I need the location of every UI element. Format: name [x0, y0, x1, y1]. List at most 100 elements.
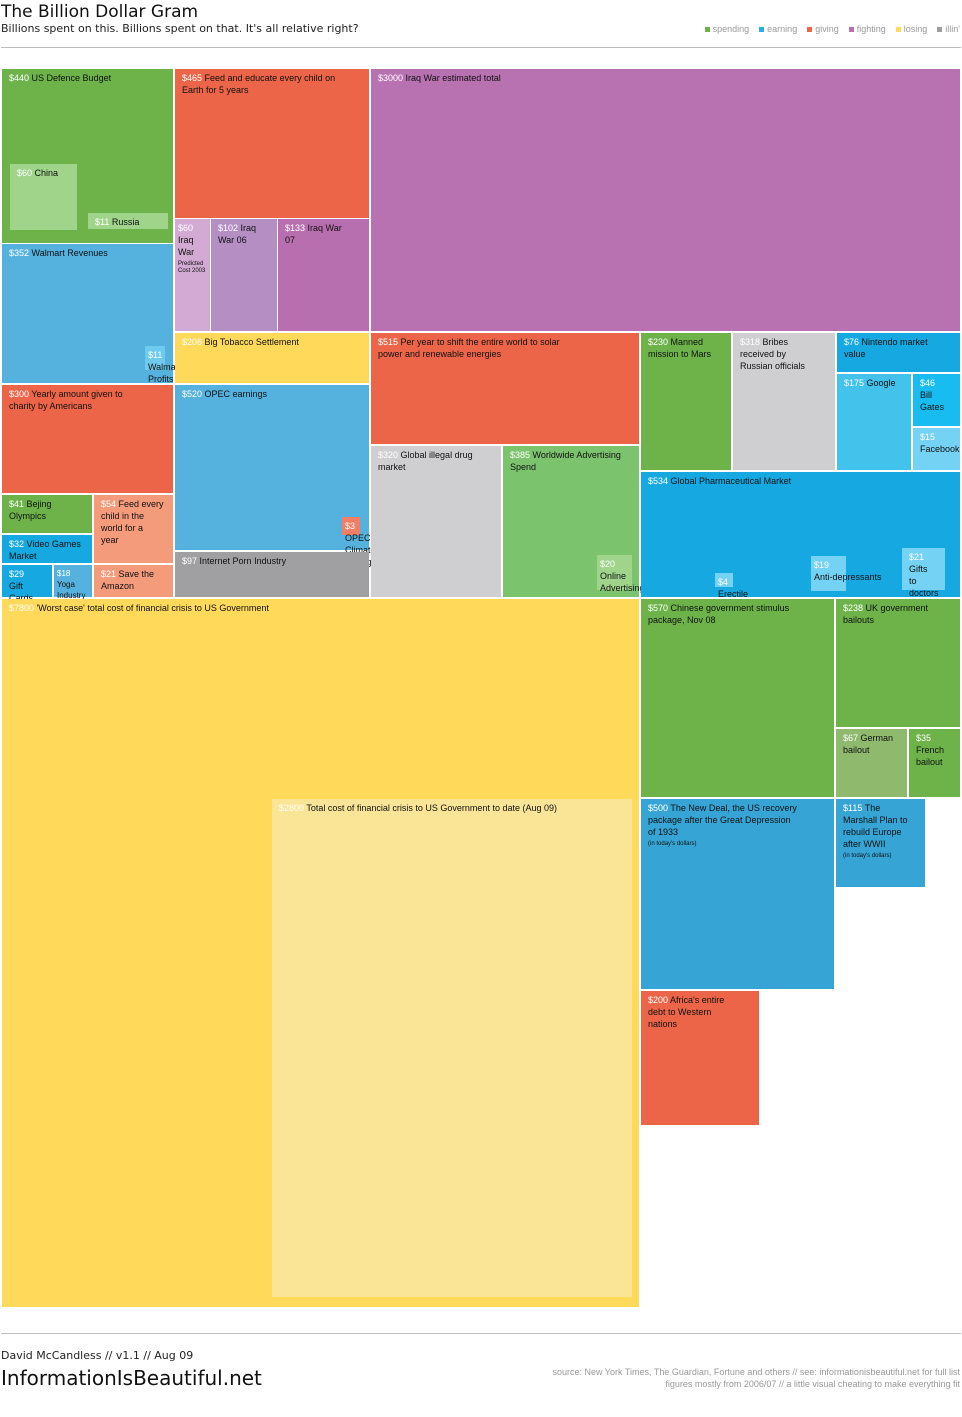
treemap-cell-bribes-received-by-russian-officials [733, 333, 835, 470]
treemap-value-facebook: $15 [920, 432, 935, 442]
treemap-cell-iraq-war-06 [211, 219, 277, 331]
page-subtitle: Billions spent on this. Billions spent o… [1, 22, 359, 35]
treemap-value-opec-climate-change-fund: $3 [345, 521, 355, 531]
treemap-value-bejing-olympics: $41 [9, 499, 24, 509]
treemap-value-per-year-to-shift-the-entire-world-to-solar-power-and-renewable-energies: $515 [378, 337, 398, 347]
site-name: InformationIsBeautiful.net [1, 1366, 262, 1390]
treemap-value-china: $60 [17, 168, 32, 178]
treemap-cell-online-advertising [597, 555, 632, 590]
treemap-value-internet-porn-industry: $97 [182, 556, 197, 566]
treemap-cell-german-bailout [836, 729, 907, 797]
treemap-label-china: $60 China [17, 168, 58, 178]
treemap-value-uk-government-bailouts: $238 [843, 603, 863, 613]
treemap-label-africa-s-entire-debt-to-western-nations: $200 Africa's entire debt to Western natio… [648, 995, 724, 1029]
treemap-cell-french-bailout [909, 729, 960, 797]
treemap-label-the-marshall-plan-to-rebuild-europe-after-wwii: $115 The Marshall Plan to rebuild Europe af… [843, 803, 908, 849]
treemap-cell-the-new-deal-the-us-recovery-package-after-the-great-depression-of-1933 [641, 799, 834, 989]
treemap-value-global-illegal-drug-market: $320 [378, 450, 398, 460]
treemap-label-per-year-to-shift-the-entire-world-to-solar-power-and-renewable-energies: $515 Per year to shift the entire world … [378, 337, 560, 359]
treemap-value-yoga-industry: $18 [57, 569, 71, 578]
treemap-cell-walmart-revenues [2, 244, 173, 383]
treemap-value-walmart-profits: $11 [148, 350, 162, 360]
treemap-label-worldwide-advertising-spend: $385 Worldwide Advertising Spend [510, 450, 621, 472]
treemap-value-us-defence-budget: $440 [9, 73, 29, 83]
legend: spending earning giving fighting losing … [704, 24, 960, 34]
treemap-cell-feed-every-child-in-the-world-for-a-year [94, 495, 173, 563]
treemap-value-africa-s-entire-debt-to-western-nations: $200 [648, 995, 668, 1005]
treemap-value-the-marshall-plan-to-rebuild-europe-after-wwii: $115 [843, 803, 862, 813]
treemap-label-russia: $11 Russia [95, 217, 139, 227]
treemap-value-video-games-market: $32 [9, 539, 24, 549]
legend-label-illin: illin' [945, 24, 960, 34]
legend-item-fighting: fighting [848, 24, 886, 34]
credit-line: David McCandless // v1.1 // Aug 09 [1, 1349, 194, 1362]
treemap-cell-facebook [913, 428, 960, 470]
treemap-label-total-cost-of-financial-crisis-to-us-government-to-date-aug-09: $2800 Total cost of financial crisis to … [279, 803, 557, 813]
treemap-label-worst-case-total-cost-of-financial-crisis-to-us-government: $7800 'Worst case' total cost of financi… [9, 603, 269, 613]
treemap-label-bill-gates: $46 Bill Gates [920, 378, 945, 412]
treemap-label-french-bailout: $35 French bailout [916, 733, 944, 767]
treemap-label-walmart-profits: $11 Walmart Profits [148, 350, 182, 384]
treemap-value-nintendo-market-value: $76 [844, 337, 859, 347]
treemap-label-global-pharmaceutical-market: $534 Global Pharmaceutical Market [648, 476, 792, 486]
source-note: source: New York Times, The Guardian, Fo… [552, 1366, 960, 1390]
treemap-label-gifts-to-doctors: $21 Gifts to doctors [909, 552, 939, 598]
treemap-label-iraq-war-07: $133 Iraq War 07 [285, 223, 342, 245]
legend-swatch-fighting [848, 26, 854, 32]
treemap-value-bribes-received-by-russian-officials: $318 [740, 337, 760, 347]
legend-label-losing: losing [903, 24, 928, 34]
treemap-label-feed-every-child-in-the-world-for-a-year: $54 Feed every child in the world for a yea… [100, 499, 164, 545]
treemap-value-chinese-government-stimulus-package-nov-08: $570 [648, 603, 668, 613]
treemap-cell-opec-earnings [175, 385, 369, 550]
treemap-value-manned-mission-to-mars: $230 [648, 337, 668, 347]
treemap-cell-iraq-war-07 [278, 219, 369, 331]
treemap-label-yoga-industry: $18 Yoga Industry [57, 569, 85, 600]
treemap-value-russia: $11 [95, 217, 109, 227]
legend-swatch-illin [937, 26, 943, 32]
treemap-value-total-cost-of-financial-crisis-to-us-government-to-date-aug-09: $2800 [279, 803, 304, 813]
treemap-cell-yearly-amount-given-to-charity-by-americans [2, 385, 173, 493]
treemap-value-google: $175 [844, 378, 864, 388]
treemap-cell-gifts-to-doctors [902, 548, 945, 590]
page-title: The Billion Dollar Gram [1, 2, 199, 22]
treemap-label-manned-mission-to-mars: $230 Manned mission to Mars [648, 337, 712, 359]
treemap-label-gift-cards: $29 Gift Cards [9, 569, 34, 603]
treemap-label-bribes-received-by-russian-officials: $318 Bribes received by Russian officials [740, 337, 805, 371]
treemap-cell-video-games-market [2, 535, 92, 563]
treemap-label-opec-earnings: $520 OPEC earnings [182, 389, 268, 399]
treemap-label-us-defence-budget: $440 US Defence Budget [9, 73, 112, 83]
treemap-label-the-new-deal-the-us-recovery-package-after-the-great-depression-of-1933: $500 The New Deal, the US recovery packag… [648, 803, 797, 837]
treemap-label-save-the-amazon: $21 Save the Amazon [101, 569, 154, 591]
treemap-cell-global-illegal-drug-market [371, 446, 501, 597]
treemap-label-uk-government-bailouts: $238 UK government bailouts [843, 603, 929, 625]
treemap-label-feed-and-educate-every-child-on-earth-for-5-years: $465 Feed and educate every child on Eart… [182, 73, 335, 95]
treemap-label-google: $175 Google [844, 378, 896, 388]
legend-swatch-giving [807, 26, 813, 32]
treemap-value-worldwide-advertising-spend: $385 [510, 450, 530, 460]
treemap-chart: $440 US Defence Budget $60 China $11 Russi… [2, 69, 960, 1307]
treemap-label-internet-porn-industry: $97 Internet Porn Industry [182, 556, 287, 566]
treemap-cell-the-marshall-plan-to-rebuild-europe-after-wwii [836, 799, 925, 887]
treemap-label-iraq-war: $60 Iraq War [178, 223, 194, 257]
treemap-cell-gift-cards [2, 565, 52, 597]
treemap-value-opec-earnings: $520 [182, 389, 202, 399]
treemap-note-the-new-deal-the-us-recovery-package-after-the-great-depression-of-1933: (in today's dollars) [648, 841, 697, 847]
treemap-value-iraq-war: $60 [178, 223, 193, 233]
treemap-cell-africa-s-entire-debt-to-western-nations [641, 991, 759, 1125]
treemap-cell-china [10, 164, 77, 230]
legend-label-fighting: fighting [856, 24, 886, 34]
legend-item-losing: losing [895, 24, 928, 34]
treemap-label-yearly-amount-given-to-charity-by-americans: $300 Yearly amount given to charity by Am… [9, 389, 123, 411]
treemap-value-anti-depressants: $19 [814, 560, 829, 570]
treemap-cell-google [837, 374, 911, 470]
treemap-value-the-new-deal-the-us-recovery-package-after-the-great-depression-of-1933: $500 [648, 803, 668, 813]
legend-swatch-spending [704, 26, 710, 32]
treemap-label-video-games-market: $32 Video Games Market [9, 539, 81, 561]
treemap-cell-manned-mission-to-mars [641, 333, 731, 470]
source-line-2: figures mostly from 2006/07 // a little … [665, 1379, 960, 1389]
treemap-note-the-marshall-plan-to-rebuild-europe-after-wwii: (in today's dollars) [843, 853, 892, 859]
treemap-cell-internet-porn-industry [175, 552, 369, 597]
treemap-value-worst-case-total-cost-of-financial-crisis-to-us-government: $7800 [9, 603, 34, 613]
footer-divider [1, 1333, 961, 1334]
treemap-value-gifts-to-doctors: $21 [909, 552, 924, 562]
